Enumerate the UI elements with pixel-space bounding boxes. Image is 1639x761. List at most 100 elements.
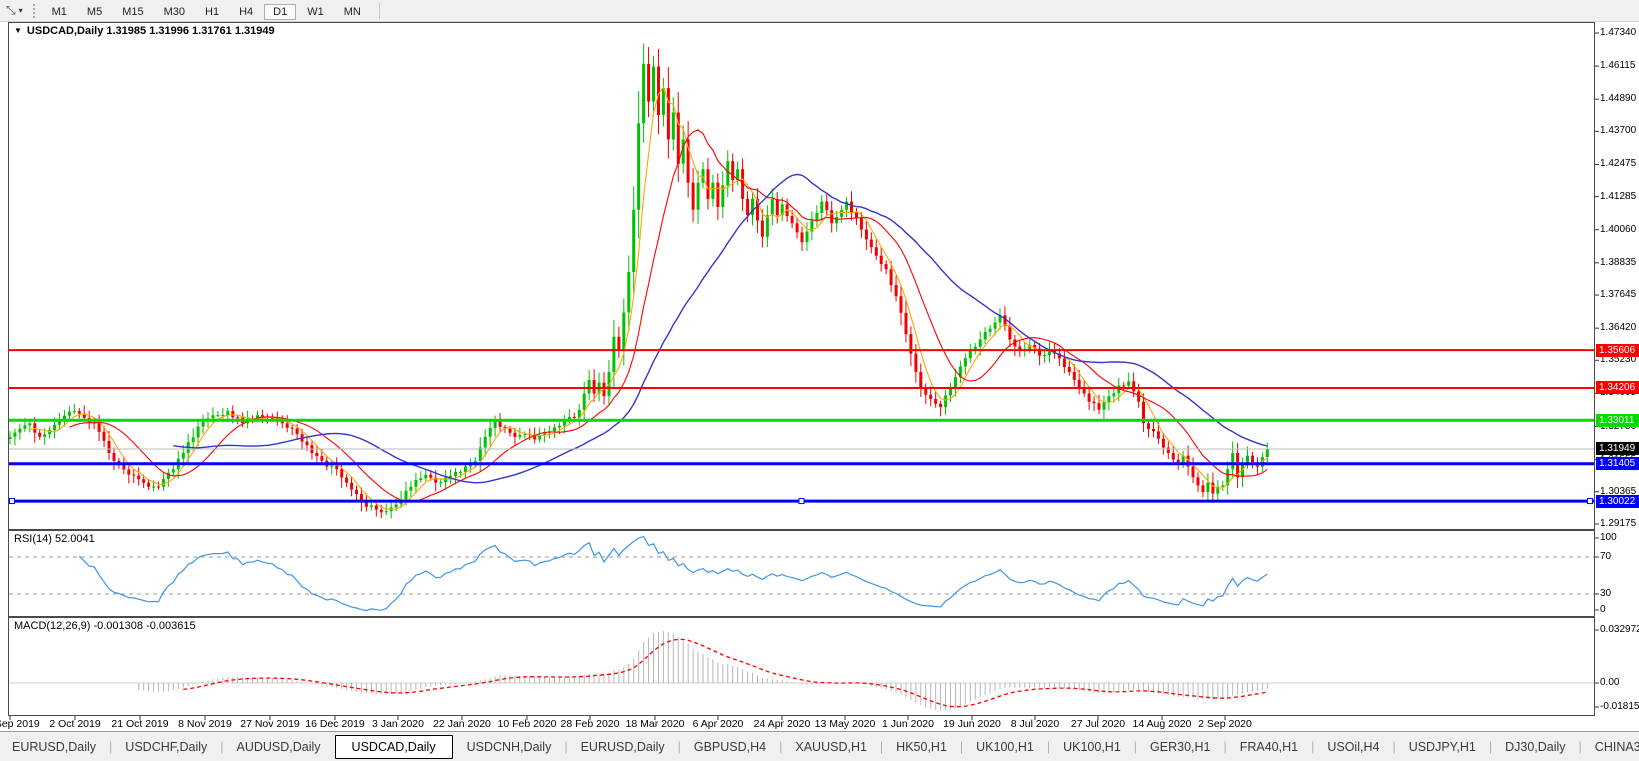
chart-title-text: USDCAD,Daily 1.31985 1.31996 1.31761 1.3… bbox=[26, 25, 275, 37]
chart-tab-eurusd-daily[interactable]: EURUSD,Daily bbox=[12, 740, 97, 754]
chart-tab-dj30-daily[interactable]: DJ30,Daily bbox=[1505, 740, 1566, 754]
date-axis-label: 16 Dec 2019 bbox=[305, 718, 365, 730]
tab-separator: | bbox=[1311, 740, 1315, 754]
hline-price-box: 1.35606 bbox=[1596, 343, 1639, 357]
timeframe-button-m15[interactable]: M15 bbox=[122, 5, 144, 18]
chart-tab-usdchf-daily[interactable]: USDCHF,Daily bbox=[125, 740, 208, 754]
chart-tab-usoil-h4[interactable]: USOil,H4 bbox=[1327, 740, 1380, 754]
chart-tab-bar: EURUSD,Daily | USDCHF,Daily | AUDUSD,Daily US… bbox=[0, 731, 1639, 761]
timeframe-button-m30[interactable]: M30 bbox=[163, 5, 185, 18]
hline-price-box: 1.30022 bbox=[1596, 494, 1639, 508]
macd-scale-label: -0.018154 bbox=[1600, 701, 1639, 712]
date-axis-label: 14 Aug 2020 bbox=[1132, 718, 1192, 730]
hline-price-box: 1.31405 bbox=[1596, 457, 1639, 471]
tab-separator: | bbox=[220, 740, 224, 754]
timeframe-button-h4[interactable]: H4 bbox=[239, 5, 254, 18]
hline-price-box: 1.33011 bbox=[1596, 413, 1639, 427]
timeframe-button-d1[interactable]: D1 bbox=[264, 3, 297, 20]
tab-separator: | bbox=[1133, 740, 1138, 754]
date-axis-label: 3 Jan 2020 bbox=[372, 718, 424, 730]
chart-tab-china300-h1[interactable]: CHINA300,H1 bbox=[1594, 740, 1639, 754]
date-axis-label: 24 Apr 2020 bbox=[753, 718, 811, 730]
rsi-scale-label: 100 bbox=[1600, 532, 1617, 543]
price-axis-label: 1.29175 bbox=[1600, 517, 1637, 529]
timeframe-buttons: M1 M5 M15 M30 H1 H4 D1 W1 MN bbox=[42, 2, 371, 20]
tab-separator: | bbox=[779, 740, 783, 754]
price-axis-label: 1.35230 bbox=[1600, 354, 1637, 366]
price-axis-label: 1.30365 bbox=[1600, 485, 1637, 497]
date-axis-label: 8 Jul 2020 bbox=[1010, 718, 1060, 730]
toolbar-separator bbox=[378, 2, 380, 19]
date-axis-label: 2 Sep 2020 bbox=[1198, 718, 1252, 730]
timeframe-button-mn[interactable]: MN bbox=[343, 5, 361, 18]
date-axis-label: 27 Nov 2019 bbox=[240, 718, 300, 730]
date-axis-label: 8 Nov 2019 bbox=[178, 718, 232, 730]
toolbar-grip[interactable] bbox=[32, 3, 35, 18]
hline-price-box: 1.34206 bbox=[1596, 381, 1639, 395]
date-axis-label: 6 Apr 2020 bbox=[692, 718, 744, 730]
chart-title: ▼ USDCAD,Daily 1.31985 1.31996 1.31761 1.… bbox=[14, 25, 275, 37]
date-axis-label: 1 Jun 2020 bbox=[882, 718, 934, 730]
date-axis-label: 13 May 2020 bbox=[814, 718, 876, 730]
date-axis-label: 18 Mar 2020 bbox=[625, 718, 685, 730]
tab-separator: | bbox=[564, 740, 568, 754]
macd-indicator-label: MACD(12,26,9) -0.001308 -0.003615 bbox=[14, 620, 196, 632]
tab-separator: | bbox=[677, 740, 681, 754]
tab-separator: | bbox=[1578, 740, 1582, 754]
date-axis-label: 22 Jan 2020 bbox=[433, 718, 491, 730]
price-axis-label: 1.46115 bbox=[1600, 60, 1636, 72]
chart-tabs: EURUSD,Daily | USDCHF,Daily | AUDUSD,Daily US… bbox=[0, 735, 1639, 759]
rsi-scale-label: 0 bbox=[1600, 604, 1606, 615]
date-axis-label: 13 Sep 2019 bbox=[0, 718, 40, 730]
chart-tab-xauusd-h1[interactable]: XAUUSD,H1 bbox=[795, 740, 867, 754]
tab-separator: | bbox=[109, 740, 113, 754]
timeframe-toolbar: ⤡ ▾ M1 M5 M15 M30 H1 H4 D1 W1 MN bbox=[0, 0, 1639, 22]
date-axis-label: 28 Feb 2020 bbox=[560, 718, 620, 730]
chart-tab-ger30-h1[interactable]: GER30,H1 bbox=[1150, 740, 1211, 754]
tab-separator: | bbox=[1223, 740, 1227, 754]
macd-pane[interactable] bbox=[8, 617, 1595, 716]
cursor-tool-icon[interactable]: ⤡ bbox=[6, 3, 16, 17]
tab-separator: | bbox=[879, 740, 884, 754]
chart-title-dropdown-icon[interactable]: ▼ bbox=[14, 26, 22, 35]
tab-separator: | bbox=[1046, 740, 1051, 754]
date-axis-label: 2 Oct 2019 bbox=[49, 718, 101, 730]
price-axis-label: 1.37645 bbox=[1600, 289, 1637, 301]
date-axis-label: 27 Jul 2020 bbox=[1070, 718, 1126, 730]
date-axis-label: 21 Oct 2019 bbox=[111, 718, 169, 730]
price-axis-label: 1.38835 bbox=[1600, 256, 1637, 268]
chart-tab-usdcad-daily[interactable]: USDCAD,Daily bbox=[334, 735, 453, 759]
chart-tab-gbpusd-h4[interactable]: GBPUSD,H4 bbox=[693, 740, 767, 754]
chart-tab-uk100-h1[interactable]: UK100,H1 bbox=[1063, 740, 1121, 754]
timeframe-button-h1[interactable]: H1 bbox=[205, 5, 220, 18]
price-axis-label: 1.42475 bbox=[1600, 158, 1637, 170]
tab-separator: | bbox=[1392, 740, 1396, 754]
tab-separator: | bbox=[1488, 740, 1493, 754]
macd-scale-label: 0.00 bbox=[1600, 677, 1620, 688]
date-axis-label: 10 Feb 2020 bbox=[497, 718, 557, 730]
cursor-dropdown-icon[interactable]: ▾ bbox=[18, 6, 23, 15]
chart-tab-hk50-h1[interactable]: HK50,H1 bbox=[896, 740, 947, 754]
chart-tab-uk100-h1[interactable]: UK100,H1 bbox=[976, 740, 1034, 754]
price-axis-label: 1.43700 bbox=[1600, 125, 1637, 137]
chart-tab-audusd-daily[interactable]: AUDUSD,Daily bbox=[236, 740, 321, 754]
chart-tab-usdjpy-h1[interactable]: USDJPY,H1 bbox=[1408, 740, 1476, 754]
timeframe-button-m5[interactable]: M5 bbox=[86, 5, 103, 18]
rsi-indicator-label: RSI(14) 52.0041 bbox=[14, 533, 95, 545]
chart-tab-fra40-h1[interactable]: FRA40,H1 bbox=[1239, 740, 1299, 754]
price-chart-pane[interactable] bbox=[8, 22, 1595, 530]
timeframe-button-w1[interactable]: W1 bbox=[307, 5, 324, 18]
chart-tab-eurusd-daily[interactable]: EURUSD,Daily bbox=[580, 740, 665, 754]
price-axis-label: 1.41285 bbox=[1600, 190, 1637, 202]
chart-tab-usdcnh-daily[interactable]: USDCNH,Daily bbox=[466, 740, 552, 754]
macd-scale-label: 0.032972 bbox=[1600, 624, 1639, 635]
timeframe-button-m1[interactable]: M1 bbox=[51, 5, 67, 18]
price-axis-label: 1.40060 bbox=[1600, 223, 1637, 235]
tab-separator: | bbox=[959, 740, 964, 754]
price-axis-label: 1.36420 bbox=[1600, 322, 1637, 334]
price-axis-label: 1.47340 bbox=[1600, 27, 1637, 38]
rsi-pane[interactable] bbox=[8, 530, 1595, 617]
price-axis-label: 1.44890 bbox=[1600, 93, 1637, 105]
rsi-scale-label: 30 bbox=[1600, 588, 1612, 599]
